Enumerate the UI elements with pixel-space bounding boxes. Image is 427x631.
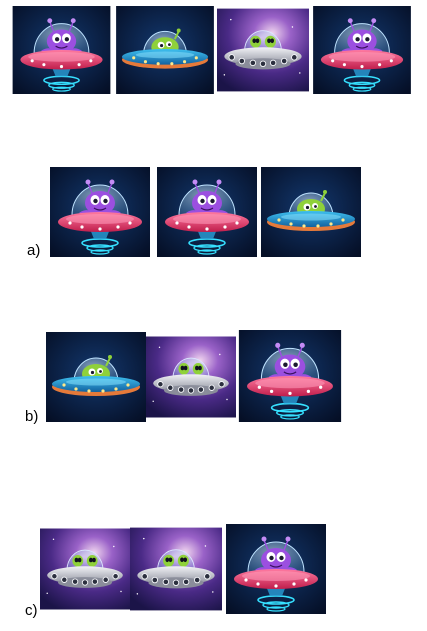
option-c-tile-2[interactable] bbox=[130, 524, 222, 614]
blue-ufo-green-blob-alien-illustration bbox=[113, 6, 217, 94]
pink-ufo-purple-alien-illustration bbox=[222, 524, 330, 614]
blue-ufo-green-blob-alien-illustration bbox=[260, 167, 362, 257]
pattern-tile-4 bbox=[309, 6, 415, 94]
option-b-tile-1[interactable] bbox=[46, 332, 146, 422]
pink-ufo-purple-alien-illustration bbox=[46, 167, 154, 257]
silver-ufo-green-aliens-illustration bbox=[217, 6, 309, 94]
option-a-label: a) bbox=[27, 242, 41, 259]
pattern-tile-1 bbox=[10, 6, 113, 94]
option-b-label: b) bbox=[25, 408, 39, 425]
option-a-tile-3[interactable] bbox=[260, 167, 362, 257]
pink-ufo-purple-alien-illustration bbox=[10, 6, 113, 94]
blue-ufo-green-blob-alien-illustration bbox=[46, 332, 146, 422]
pattern-tile-3 bbox=[217, 6, 309, 94]
option-c-label: c) bbox=[25, 602, 38, 619]
pink-ufo-purple-alien-illustration bbox=[309, 6, 415, 94]
option-c-tile-1[interactable] bbox=[40, 524, 130, 614]
option-a-tile-1[interactable] bbox=[46, 167, 154, 257]
pattern-tile-2 bbox=[113, 6, 217, 94]
option-b-tile-3[interactable] bbox=[236, 330, 344, 422]
option-a-tile-2[interactable] bbox=[154, 167, 260, 257]
pink-ufo-purple-alien-illustration bbox=[154, 167, 260, 257]
option-c-tile-3[interactable] bbox=[222, 524, 330, 614]
silver-ufo-green-aliens-illustration bbox=[40, 524, 130, 614]
pink-ufo-purple-alien-illustration bbox=[236, 330, 344, 422]
silver-ufo-green-aliens-illustration bbox=[146, 332, 236, 422]
silver-ufo-green-aliens-illustration bbox=[130, 524, 222, 614]
option-b-tile-2[interactable] bbox=[146, 332, 236, 422]
